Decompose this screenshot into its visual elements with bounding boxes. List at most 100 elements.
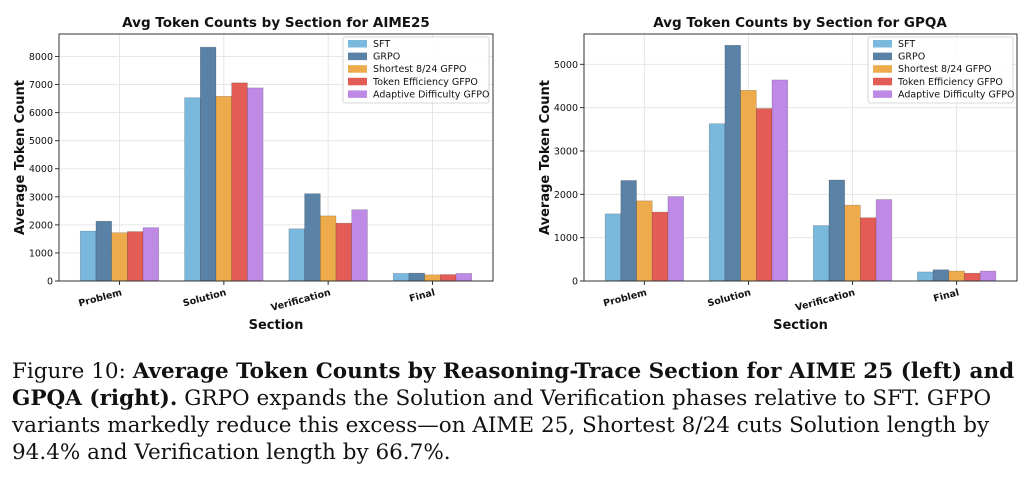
chart2-legend-label-grpo: GRPO (898, 52, 925, 63)
chart2-legend-swatch-token-efficiency-gfpo (873, 77, 892, 86)
chart2-plot-frame (583, 33, 1018, 282)
chart1-xlabel: Section (249, 318, 304, 333)
chart2-xtick-label-verification: Verification (794, 287, 856, 314)
chart2-legend-swatch-sft (873, 40, 892, 48)
chart1-bar-token-efficiency-gfpo-problem (127, 231, 144, 282)
chart1-bar-adaptive-difficulty-gfpo-final (455, 273, 473, 282)
chart1-legend-label-token-efficiency-gfpo: Token Efficiency GFPO (372, 77, 478, 88)
chart2-bar-sft-verification (812, 225, 830, 282)
chart2-bar-grpo-verification (828, 179, 845, 282)
chart1-ytick-label: 1000 (29, 248, 53, 259)
chart1-bar-shortest-8-24-gfpo-solution (215, 96, 232, 282)
chart2-group: 0 1000 2000 3000 4000 5000 Problem Solution Veri… (538, 15, 1018, 333)
chart1-group: 0 1000 2000 3000 4000 5000 6000 7000 8000 Problem… (13, 15, 494, 333)
chart1-bar-grpo-verification (304, 193, 321, 282)
chart1-ylabel: Average Token Count (13, 80, 28, 235)
chart2-xtick-label-solution: Solution (706, 287, 752, 309)
chart1-ytick-label: 0 (47, 277, 53, 288)
caption-title: Average Token Counts by Reasoning-Trace … (12, 359, 1015, 411)
chart1-bar-token-efficiency-gfpo-final (440, 274, 457, 282)
chart2-title: Avg Token Counts by Section for GPQA (653, 15, 947, 31)
chart1-bar-adaptive-difficulty-gfpo-solution (247, 87, 264, 282)
chart2-xtick-label-problem: Problem (602, 287, 648, 309)
chart2-bar-shortest-8-24-gfpo-final (948, 270, 965, 282)
chart1-legend-label-grpo: GRPO (373, 52, 400, 63)
chart2-ytick-label: 5000 (554, 60, 578, 71)
chart2-bar-token-efficiency-gfpo-final (964, 272, 981, 282)
chart1-ytick-label: 2000 (29, 220, 53, 231)
chart1-bar-adaptive-difficulty-gfpo-problem (142, 227, 160, 282)
chart2-bar-adaptive-difficulty-gfpo-verification (875, 199, 893, 282)
chart1-bar-shortest-8-24-gfpo-final (424, 274, 441, 282)
caption-body: GRPO expands the Solution and Verificati… (12, 386, 992, 465)
chart2-bar-sft-solution (708, 123, 726, 282)
chart2-bar-grpo-final (932, 269, 950, 282)
chart1-ytick-label: 6000 (29, 108, 53, 119)
chart1-bar-sft-final (392, 273, 410, 282)
chart1-bar-shortest-8-24-gfpo-problem (111, 232, 128, 282)
figure-charts: 0 1000 2000 3000 4000 5000 6000 7000 8000 Problem… (13, 15, 1018, 333)
chart2-legend-label-token-efficiency-gfpo: Token Efficiency GFPO (897, 77, 1003, 88)
chart1-ytick-label: 7000 (29, 80, 53, 91)
chart2-bar-sft-problem (604, 213, 622, 282)
chart2-ytick-label: 0 (572, 277, 578, 288)
chart1-plot-frame (58, 33, 494, 282)
chart1-bar-adaptive-difficulty-gfpo-verification (351, 209, 368, 282)
chart2-legend-swatch-shortest-8-24-gfpo (873, 65, 892, 73)
chart1-bar-grpo-final (408, 272, 425, 282)
chart2-bar-grpo-problem (620, 180, 637, 282)
chart1-legend-swatch-shortest-8-24-gfpo (348, 65, 367, 73)
chart2-bar-adaptive-difficulty-gfpo-solution (771, 79, 789, 282)
chart1-xtick-label-verification: Verification (270, 287, 332, 314)
chart2-legend-label-sft: SFT (898, 39, 915, 50)
chart1-legend-swatch-grpo (348, 52, 367, 61)
figure-caption: Figure 10: Average Token Counts by Reaso… (12, 358, 1024, 466)
chart2-bar-adaptive-difficulty-gfpo-final (979, 270, 997, 282)
chart1-bar-shortest-8-24-gfpo-verification (320, 215, 337, 282)
chart1-legend-label-adaptive-difficulty-gfpo: Adaptive Difficulty GFPO (373, 89, 490, 100)
chart1-bar-token-efficiency-gfpo-verification (335, 222, 353, 282)
chart1-legend-swatch-token-efficiency-gfpo (348, 77, 367, 86)
chart2-ylabel: Average Token Count (538, 80, 553, 235)
chart1-legend-swatch-sft (348, 40, 367, 48)
chart1-bar-token-efficiency-gfpo-solution (231, 82, 248, 282)
chart2-bar-sft-final (917, 271, 934, 282)
chart2-ytick-label: 3000 (554, 147, 578, 158)
chart2-legend-swatch-grpo (873, 52, 892, 61)
chart1-bar-sft-solution (184, 97, 201, 282)
chart2-ytick-label: 2000 (554, 190, 578, 201)
chart1-xtick-label-final: Final (408, 287, 436, 304)
chart2-bar-shortest-8-24-gfpo-problem (636, 200, 653, 282)
chart1-ytick-label: 4000 (29, 164, 53, 175)
chart2-legend-swatch-adaptive-difficulty-gfpo (873, 90, 892, 98)
chart2-ytick-label: 4000 (554, 103, 578, 114)
caption-label: Figure 10: (12, 359, 126, 384)
chart2-bar-shortest-8-24-gfpo-solution (740, 90, 757, 282)
chart1-bar-grpo-problem (95, 220, 112, 282)
chart1-title: Avg Token Counts by Section for AIME25 (122, 15, 430, 31)
chart2-legend-label-adaptive-difficulty-gfpo: Adaptive Difficulty GFPO (898, 89, 1015, 100)
chart1-xtick-label-problem: Problem (77, 287, 123, 309)
chart1-ytick-label: 8000 (29, 52, 53, 63)
chart1-ytick-label: 5000 (29, 136, 53, 147)
chart2-xlabel: Section (773, 318, 828, 333)
chart2-bar-shortest-8-24-gfpo-verification (844, 204, 861, 282)
chart2-bar-grpo-solution (724, 44, 741, 282)
chart2-ytick-label: 1000 (554, 233, 578, 244)
chart1-legend-label-sft: SFT (373, 39, 390, 50)
chart1-legend-swatch-adaptive-difficulty-gfpo (348, 90, 367, 98)
chart1-bar-sft-problem (79, 230, 97, 282)
chart1-bar-sft-verification (288, 228, 305, 282)
chart2-bar-adaptive-difficulty-gfpo-problem (667, 196, 684, 282)
chart1-legend-label-shortest-8-24-gfpo: Shortest 8/24 GFPO (373, 64, 466, 75)
chart2-xtick-label-final: Final (932, 287, 960, 304)
chart1-ytick-label: 3000 (29, 192, 53, 203)
chart1-xtick-label-solution: Solution (182, 287, 228, 309)
chart2-bar-token-efficiency-gfpo-verification (860, 217, 877, 282)
chart1-legend-box (342, 36, 490, 104)
chart2-bar-token-efficiency-gfpo-problem (651, 211, 669, 282)
chart1-bar-grpo-solution (199, 46, 217, 282)
chart2-legend-label-shortest-8-24-gfpo: Shortest 8/24 GFPO (898, 64, 991, 75)
